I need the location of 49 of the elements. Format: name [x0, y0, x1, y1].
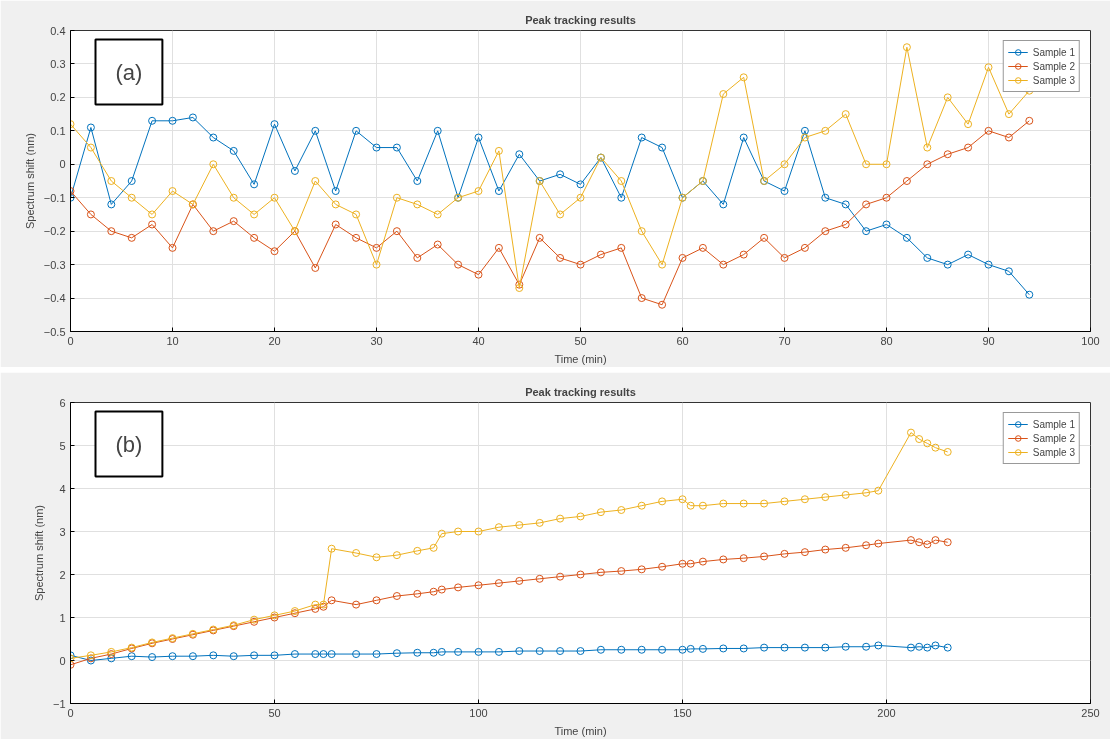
y-tick-label: 6: [59, 396, 66, 409]
legend-label: Sample 3: [1032, 73, 1075, 87]
y-tick-label: 1: [59, 611, 66, 624]
y-tick-label: 0: [59, 158, 66, 171]
x-tick-label: 20: [268, 334, 281, 347]
y-tick-label: 2: [59, 568, 66, 581]
legend-label: Sample 2: [1032, 59, 1075, 73]
x-tick-label: 60: [676, 334, 689, 347]
x-axis-title: Time (min): [554, 352, 607, 365]
y-tick-label: 0.1: [50, 124, 66, 137]
y-tick-label: 0: [59, 654, 66, 667]
x-tick-label: 80: [880, 334, 893, 347]
y-tick-label: 3: [59, 525, 66, 538]
y-axis-title: Spectrum shift (nm): [23, 133, 36, 229]
x-tick-label: 70: [778, 334, 791, 347]
annotation: (a): [115, 59, 143, 85]
x-tick-label: 10: [166, 334, 179, 347]
y-tick-label: 0.4: [50, 24, 66, 37]
legend-label: Sample 1: [1032, 417, 1075, 431]
y-tick-label: −0.5: [43, 325, 66, 338]
y-axis-title: Spectrum shift (nm): [32, 505, 45, 601]
x-tick-label: 200: [877, 706, 896, 719]
annotation: (b): [115, 431, 143, 457]
x-tick-label: 150: [673, 706, 692, 719]
x-axis-title: Time (min): [554, 724, 607, 737]
x-tick-label: 50: [268, 706, 281, 719]
x-tick-label: 100: [1081, 334, 1100, 347]
y-tick-label: −0.3: [43, 258, 66, 271]
x-tick-label: 40: [472, 334, 485, 347]
y-tick-label: 0.3: [50, 57, 66, 70]
y-tick-label: 4: [59, 482, 66, 495]
y-tick-label: −0.2: [43, 225, 66, 238]
y-tick-label: −0.1: [43, 191, 66, 204]
x-tick-label: 250: [1081, 706, 1100, 719]
x-tick-label: 0: [67, 334, 74, 347]
legend-label: Sample 3: [1032, 445, 1075, 459]
x-tick-label: 50: [574, 334, 587, 347]
y-tick-label: −1: [52, 697, 66, 710]
y-tick-label: 5: [59, 439, 66, 452]
x-tick-label: 30: [370, 334, 383, 347]
legend-label: Sample 2: [1032, 431, 1075, 445]
y-tick-label: 0.2: [50, 91, 66, 104]
legend-label: Sample 1: [1032, 45, 1075, 59]
x-tick-label: 100: [469, 706, 488, 719]
y-tick-label: −0.4: [43, 292, 66, 305]
x-tick-label: 0: [67, 706, 74, 719]
chart-title: Peak tracking results: [525, 13, 636, 26]
x-tick-label: 90: [982, 334, 995, 347]
chart-title: Peak tracking results: [525, 385, 636, 398]
